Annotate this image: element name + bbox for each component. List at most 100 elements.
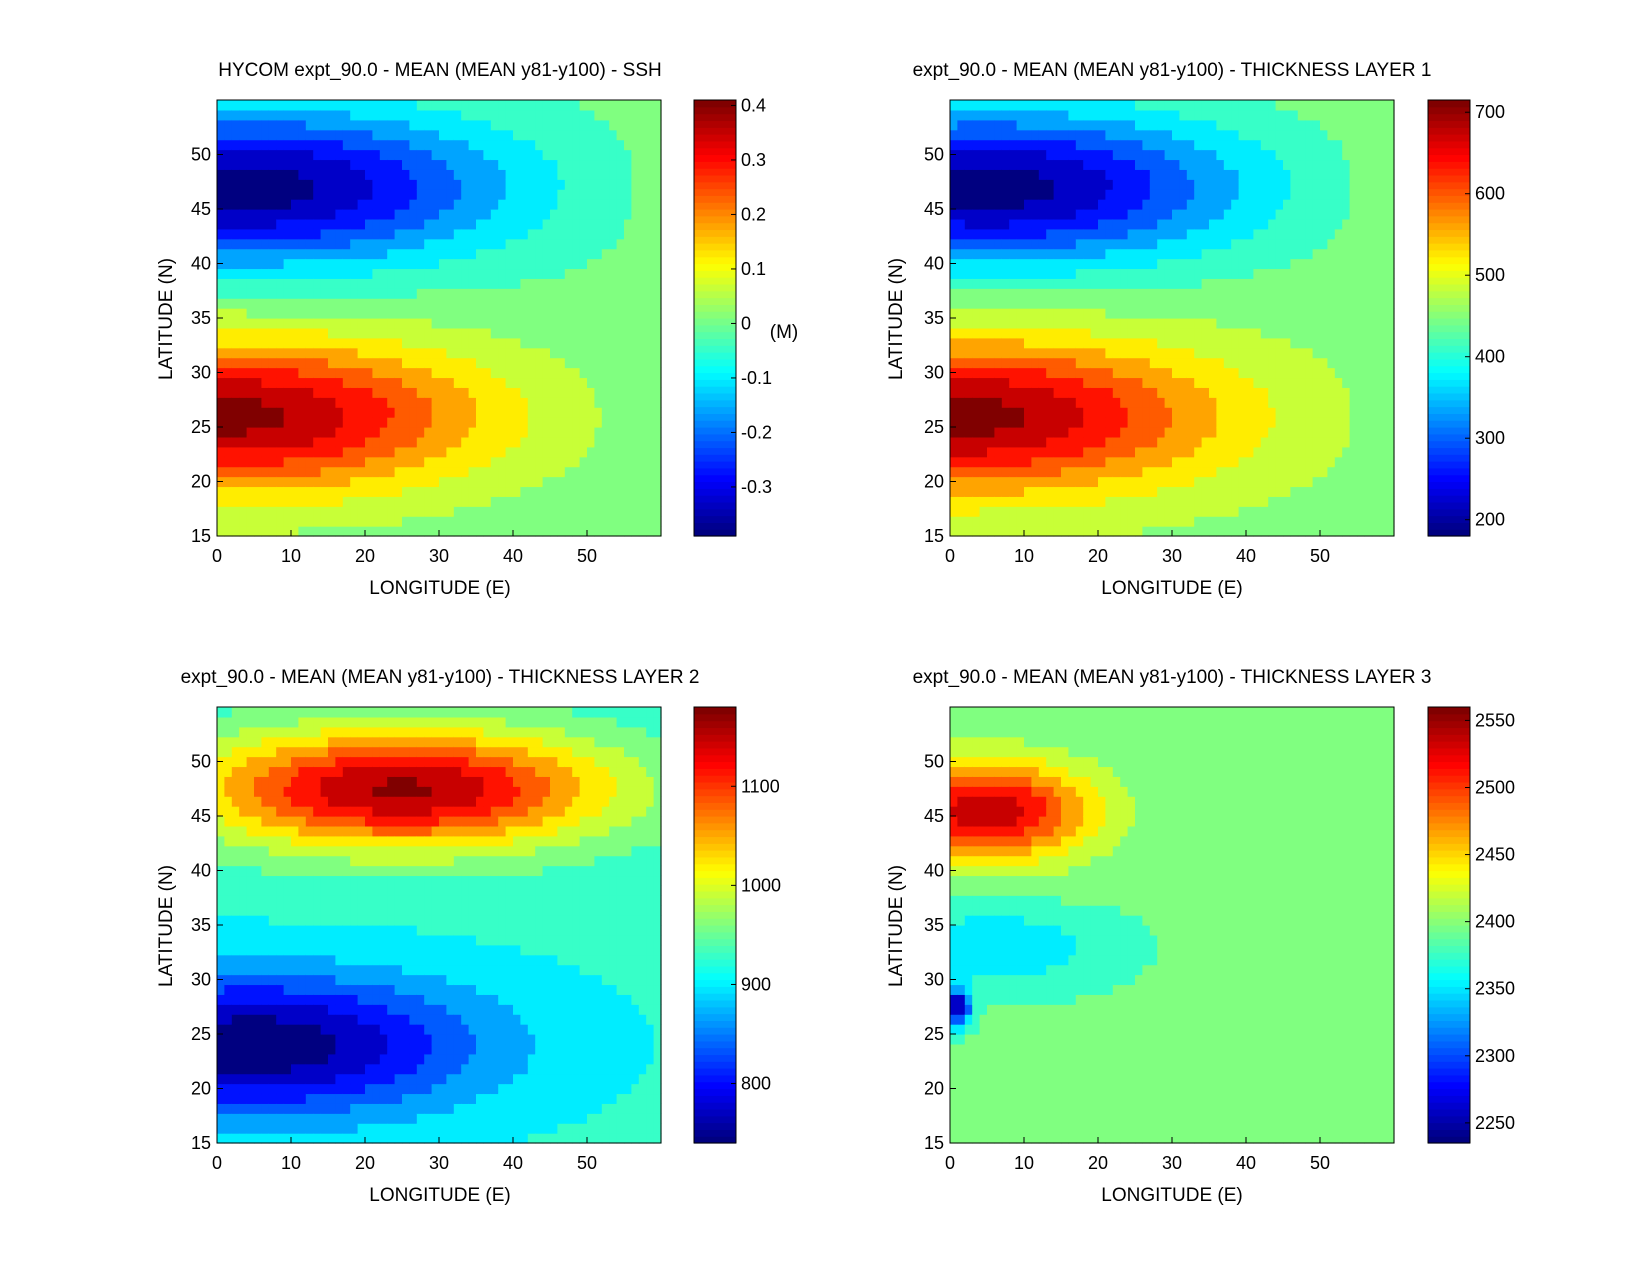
contour-cell <box>550 397 558 408</box>
contour-cell <box>1260 129 1269 141</box>
contour-cell <box>1209 417 1217 428</box>
contour-cell <box>1046 367 1055 379</box>
contour-cell <box>1297 159 1306 170</box>
contour-cell <box>1305 199 1314 210</box>
contour-cell <box>616 278 625 289</box>
contour-cell <box>453 526 462 537</box>
contour-cell <box>320 377 329 388</box>
contour-cell <box>1112 119 1121 131</box>
contour-cell <box>957 446 966 458</box>
contour-cell <box>979 258 988 270</box>
contour-cell <box>468 446 477 458</box>
contour-cell <box>1083 179 1092 190</box>
contour-cell <box>957 189 966 200</box>
contour-cell <box>564 248 573 260</box>
contour-cell <box>616 357 625 369</box>
contour-cell <box>1120 496 1129 507</box>
contour-cell <box>1283 238 1291 250</box>
contour-cell <box>1297 258 1306 270</box>
contour-cell <box>328 367 336 379</box>
contour-cell <box>453 357 462 369</box>
contour-cell <box>572 209 581 220</box>
contour-cell <box>320 209 329 220</box>
contour-cell <box>527 228 536 240</box>
contour-cell <box>1075 347 1084 359</box>
contour-cell <box>1246 526 1254 537</box>
contour-cell <box>987 367 995 379</box>
contour-cell <box>365 139 373 151</box>
contour-cell <box>1149 298 1158 309</box>
contour-cell <box>283 100 292 111</box>
contour-cell <box>1046 119 1055 131</box>
contour-cell <box>1001 496 1010 507</box>
contour-cell <box>1090 159 1099 170</box>
contour-cell <box>483 100 492 111</box>
contour-cell <box>1283 149 1291 161</box>
contour-cell <box>1016 496 1025 507</box>
contour-cell <box>979 436 988 448</box>
contour-cell <box>1283 100 1291 111</box>
contour-cell <box>387 446 396 458</box>
contour-cell <box>268 298 277 309</box>
contour-cell <box>1061 377 1069 388</box>
contour-cell <box>328 466 336 478</box>
contour-cell <box>254 278 262 289</box>
contour-cell <box>950 436 958 448</box>
contour-cell <box>1068 298 1077 309</box>
contour-cell <box>439 357 447 369</box>
contour-cell <box>476 268 484 279</box>
contour-cell <box>572 496 581 507</box>
contour-cell <box>1179 407 1188 418</box>
contour-cell <box>409 288 418 299</box>
contour-cell <box>505 268 514 279</box>
contour-cell <box>1231 248 1240 260</box>
contour-cell <box>609 476 618 488</box>
contour-cell <box>1283 387 1291 398</box>
contour-cell <box>291 238 299 250</box>
contour-cell <box>283 337 292 349</box>
contour-cell <box>439 446 447 458</box>
contour-cell <box>1231 238 1240 250</box>
contour-cell <box>1186 238 1195 250</box>
contour-cell <box>609 199 618 210</box>
contour-cell <box>1016 189 1025 200</box>
contour-cell <box>564 318 573 329</box>
contour-cell <box>490 218 499 230</box>
contour-cell <box>328 446 336 458</box>
contour-cell <box>1120 268 1129 279</box>
contour-cell <box>1172 397 1180 408</box>
contour-cell <box>276 377 285 388</box>
contour-cell <box>350 446 359 458</box>
contour-cell <box>416 456 425 468</box>
contour-cell <box>1105 159 1114 170</box>
contour-cell <box>994 506 1003 517</box>
contour-cell <box>994 218 1003 230</box>
contour-cell <box>394 427 403 438</box>
contour-cell <box>276 436 285 448</box>
contour-cell <box>1179 397 1188 408</box>
contour-cell <box>490 258 499 270</box>
contour-cell <box>1038 119 1047 131</box>
contour-cell <box>1275 337 1284 349</box>
contour-cell <box>320 308 329 319</box>
contour-cell <box>1253 327 1262 339</box>
contour-cell <box>1275 377 1284 388</box>
contour-cell <box>254 347 262 359</box>
contour-cell <box>1164 218 1173 230</box>
contour-cell <box>594 129 603 141</box>
contour-cell <box>283 506 292 517</box>
contour-cell <box>1038 526 1047 537</box>
contour-cell <box>557 268 566 279</box>
contour-cell <box>1142 100 1151 111</box>
contour-cell <box>1075 446 1084 458</box>
contour-cell <box>1053 417 1062 428</box>
contour-cell <box>1157 109 1166 121</box>
contour-cell <box>1127 476 1136 488</box>
contour-cell <box>1001 159 1010 170</box>
contour-cell <box>587 209 595 220</box>
contour-cell <box>1135 456 1143 468</box>
contour-cell <box>972 476 981 488</box>
contour-cell <box>1016 149 1025 161</box>
contour-cell <box>587 169 595 180</box>
contour-cell <box>402 327 410 339</box>
